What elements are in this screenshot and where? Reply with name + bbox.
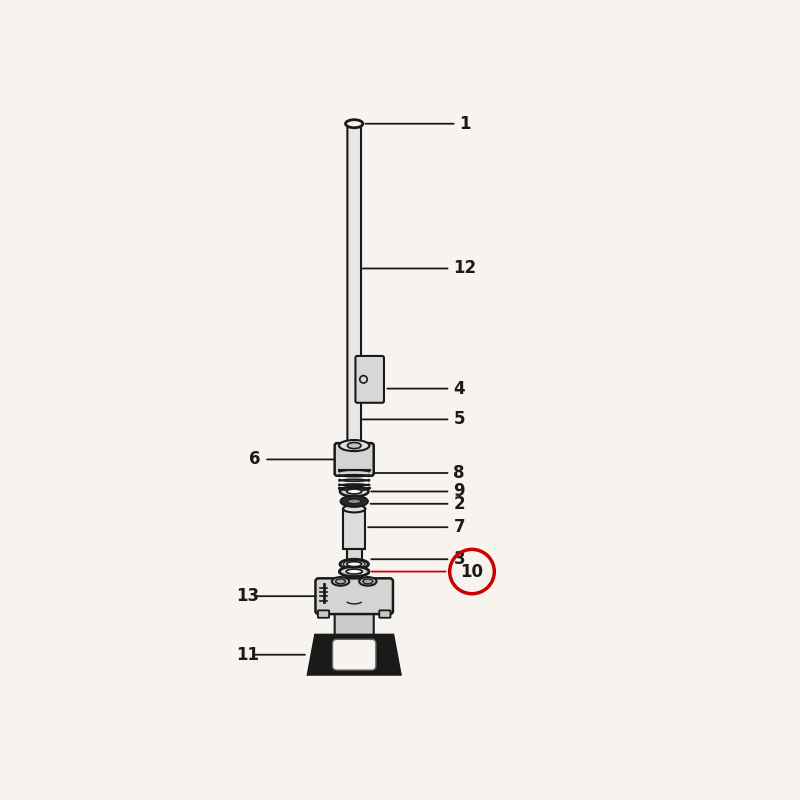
Text: 8: 8 xyxy=(454,464,465,482)
Text: 7: 7 xyxy=(454,518,465,536)
Ellipse shape xyxy=(336,579,346,584)
FancyBboxPatch shape xyxy=(333,639,376,670)
Ellipse shape xyxy=(340,559,369,569)
Text: 10: 10 xyxy=(461,562,483,581)
FancyBboxPatch shape xyxy=(346,549,362,560)
Text: 4: 4 xyxy=(454,379,465,398)
Ellipse shape xyxy=(346,489,362,494)
Text: 2: 2 xyxy=(454,494,465,513)
Ellipse shape xyxy=(340,486,369,496)
Text: 5: 5 xyxy=(454,410,465,429)
Ellipse shape xyxy=(359,577,377,586)
Ellipse shape xyxy=(332,577,350,586)
Ellipse shape xyxy=(339,566,369,577)
Ellipse shape xyxy=(347,442,361,449)
Text: 1: 1 xyxy=(459,114,471,133)
FancyBboxPatch shape xyxy=(355,356,384,402)
Text: 3: 3 xyxy=(454,550,465,568)
FancyBboxPatch shape xyxy=(318,610,329,618)
Ellipse shape xyxy=(346,120,363,128)
Text: 12: 12 xyxy=(454,259,477,278)
FancyBboxPatch shape xyxy=(334,609,374,639)
Text: 13: 13 xyxy=(237,587,259,605)
FancyBboxPatch shape xyxy=(379,610,390,618)
FancyBboxPatch shape xyxy=(347,127,361,451)
Ellipse shape xyxy=(339,440,370,451)
Ellipse shape xyxy=(346,569,362,574)
Ellipse shape xyxy=(363,579,373,584)
Text: 9: 9 xyxy=(454,482,465,501)
Ellipse shape xyxy=(360,376,367,383)
FancyBboxPatch shape xyxy=(315,578,393,614)
FancyBboxPatch shape xyxy=(334,443,374,476)
Ellipse shape xyxy=(347,499,361,504)
Polygon shape xyxy=(308,634,401,674)
Text: 11: 11 xyxy=(237,646,259,664)
Ellipse shape xyxy=(346,562,362,566)
Ellipse shape xyxy=(343,505,366,513)
FancyBboxPatch shape xyxy=(343,509,366,549)
Text: 6: 6 xyxy=(249,450,260,469)
Ellipse shape xyxy=(341,496,368,507)
